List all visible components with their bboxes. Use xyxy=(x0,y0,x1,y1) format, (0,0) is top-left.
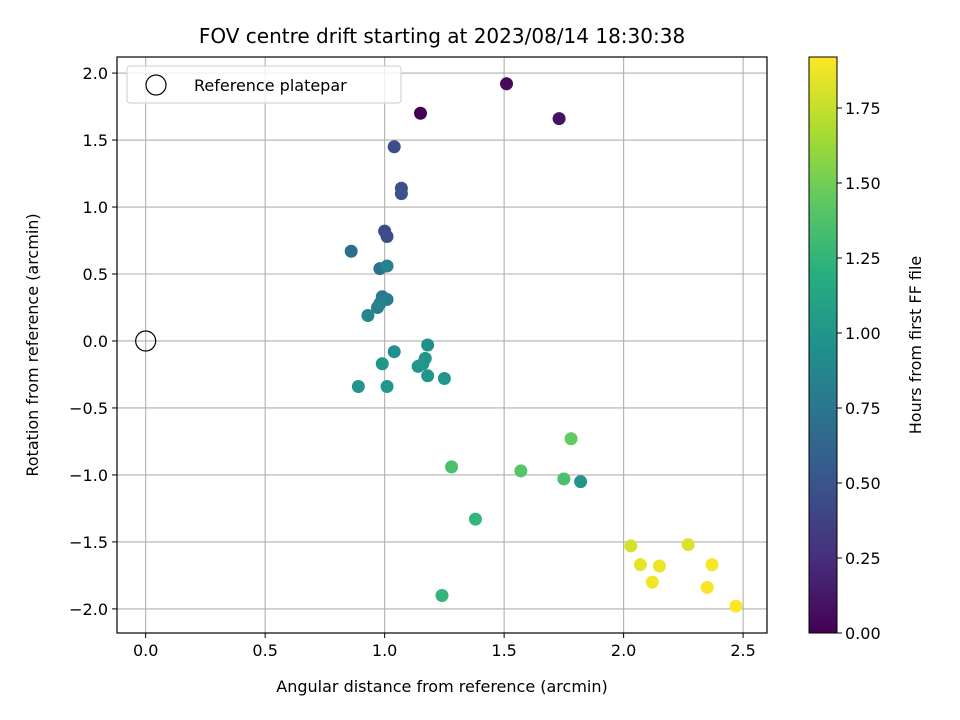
y-tick-label: −1.5 xyxy=(69,533,108,552)
data-point xyxy=(411,359,425,373)
data-point xyxy=(445,460,459,474)
data-point xyxy=(437,371,451,385)
plot-frame xyxy=(116,56,768,634)
data-point xyxy=(394,187,408,201)
data-point xyxy=(705,558,719,572)
chart-title: FOV centre drift starting at 2023/08/14 … xyxy=(199,24,685,48)
data-point xyxy=(421,338,435,352)
x-tick-label: 2.0 xyxy=(611,641,636,660)
legend-entry: Reference platepar xyxy=(194,76,347,95)
colorbar-tick-label: 0.75 xyxy=(845,399,881,418)
x-tick-label: 0.5 xyxy=(252,641,277,660)
data-point xyxy=(729,599,743,613)
legend-box xyxy=(126,65,402,104)
y-tick-label: 2.0 xyxy=(83,64,108,83)
legend-marker xyxy=(145,74,167,96)
data-point xyxy=(500,77,514,91)
colorbar-tick-label: 1.00 xyxy=(845,324,881,343)
y-tick-label: 0.5 xyxy=(83,265,108,284)
y-tick-label: −0.5 xyxy=(69,399,108,418)
x-tick-label: 2.5 xyxy=(730,641,755,660)
data-point xyxy=(380,259,394,273)
data-point xyxy=(633,558,647,572)
x-tick-label: 1.0 xyxy=(372,641,397,660)
colorbar-label: Hours from first FF file xyxy=(906,256,925,435)
data-point xyxy=(375,357,389,371)
data-point xyxy=(564,432,578,446)
data-point xyxy=(514,464,528,478)
legend: Reference platepar xyxy=(126,65,402,104)
grid-lines xyxy=(117,57,767,633)
colorbar-tick-label: 1.25 xyxy=(845,249,881,268)
data-point xyxy=(557,472,571,486)
y-tick-label: 1.0 xyxy=(83,198,108,217)
data-point xyxy=(380,380,394,394)
y-axis-ticks: 2.0 1.5 1.0 0.5 0.0 −0.5 −1.0 −1.5 −2.0 xyxy=(69,64,117,619)
scatter-points xyxy=(135,77,743,613)
data-point xyxy=(387,345,401,359)
data-point xyxy=(700,580,714,594)
y-tick-label: −1.0 xyxy=(69,466,108,485)
y-tick-label: 1.5 xyxy=(83,131,108,150)
colorbar-tick-label: 0.50 xyxy=(845,474,881,493)
data-point xyxy=(344,244,358,258)
data-point xyxy=(373,296,387,310)
x-axis-ticks: 0.0 0.5 1.0 1.5 2.0 2.5 xyxy=(133,633,756,660)
x-tick-label: 0.0 xyxy=(133,641,158,660)
x-axis-label: Angular distance from reference (arcmin) xyxy=(276,677,607,696)
data-point xyxy=(574,475,588,489)
data-point xyxy=(421,369,435,383)
colorbar xyxy=(808,56,838,634)
data-point xyxy=(624,539,638,553)
y-tick-label: 0.0 xyxy=(83,332,108,351)
data-point xyxy=(435,588,449,602)
data-point xyxy=(361,309,375,323)
data-point xyxy=(380,229,394,243)
colorbar-tick-label: 0.00 xyxy=(845,624,881,643)
reference-point xyxy=(135,330,157,352)
y-tick-label: −2.0 xyxy=(69,600,108,619)
colorbar-tick-label: 1.75 xyxy=(845,99,881,118)
data-point xyxy=(645,575,659,589)
data-point xyxy=(652,559,666,573)
colorbar-tick-label: 0.25 xyxy=(845,549,881,568)
x-tick-label: 1.5 xyxy=(491,641,516,660)
colorbar-ticks: 0.00 0.25 0.50 0.75 1.00 1.25 1.50 1.75 xyxy=(837,99,881,643)
data-point xyxy=(387,140,401,154)
data-point xyxy=(413,106,427,120)
data-point xyxy=(351,380,365,394)
data-point xyxy=(552,112,566,126)
data-point xyxy=(468,512,482,526)
data-point xyxy=(681,538,695,552)
y-axis-label: Rotation from reference (arcmin) xyxy=(23,213,42,476)
colorbar-tick-label: 1.50 xyxy=(845,174,881,193)
